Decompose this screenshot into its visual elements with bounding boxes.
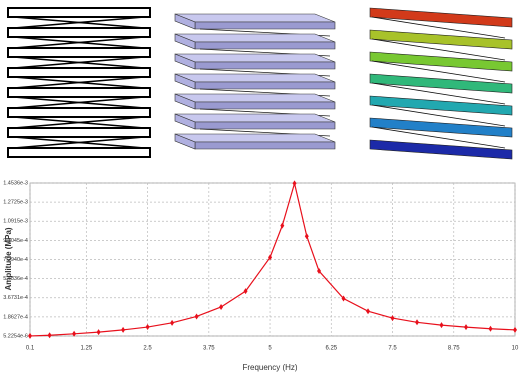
slab-side (195, 42, 335, 49)
x-tick-label: 1.25 (80, 346, 92, 352)
fe-slab (370, 52, 512, 71)
x-tick-label: 10 (512, 346, 519, 352)
beam-outline (8, 68, 150, 77)
beam-outline (8, 8, 150, 17)
y-tick-label: 1.0915e-3 (3, 219, 28, 225)
slab-top (175, 54, 335, 62)
fe-slab (370, 118, 512, 137)
slab-top (175, 134, 335, 142)
slab-top (175, 74, 335, 82)
fe-slab (370, 74, 512, 93)
figure: Frequency (Hz) Amplitude (MPa) 5.2254e-6… (0, 0, 520, 376)
y-tick-label: 3.6731e-4 (3, 295, 28, 301)
fe-slab (370, 96, 512, 115)
slab-side (195, 82, 335, 89)
slab-side (195, 142, 335, 149)
y-tick-label: 5.2254e-6 (3, 333, 28, 339)
x-tick-label: 0.1 (26, 346, 35, 352)
slab-top (175, 14, 335, 22)
x-axis-label: Frequency (Hz) (242, 363, 297, 372)
slab-side (195, 102, 335, 109)
beam-outline (8, 28, 150, 37)
beam-outline (8, 108, 150, 117)
spring-illustrations (8, 8, 512, 159)
beam-outline (8, 48, 150, 57)
x-tick-label: 3.75 (203, 346, 215, 352)
beam-outline (8, 148, 150, 157)
slab-top (175, 34, 335, 42)
y-tick-label: 1.4536e-3 (3, 180, 28, 186)
x-tick-label: 7.5 (388, 346, 397, 352)
x-tick-label: 8.75 (448, 346, 460, 352)
beam-outline (8, 128, 150, 137)
y-tick-label: 1.2725e-3 (3, 200, 28, 206)
slab-side (195, 122, 335, 129)
slab-top (175, 94, 335, 102)
x-tick-label: 5 (268, 346, 272, 352)
slab-top (175, 114, 335, 122)
x-tick-label: 6.25 (325, 346, 337, 352)
slab-side (195, 62, 335, 69)
y-tick-label: 1.8627e-4 (3, 314, 28, 320)
fe-slab (370, 8, 512, 27)
fe-slab (370, 140, 512, 159)
x-tick-label: 2.5 (143, 346, 152, 352)
fe-slab (370, 30, 512, 49)
beam-outline (8, 88, 150, 97)
y-tick-label: 7.2940e-4 (3, 257, 28, 263)
y-tick-label: 5.4836e-4 (3, 276, 28, 282)
slab-side (195, 22, 335, 29)
y-tick-label: 9.1045e-4 (3, 238, 28, 244)
